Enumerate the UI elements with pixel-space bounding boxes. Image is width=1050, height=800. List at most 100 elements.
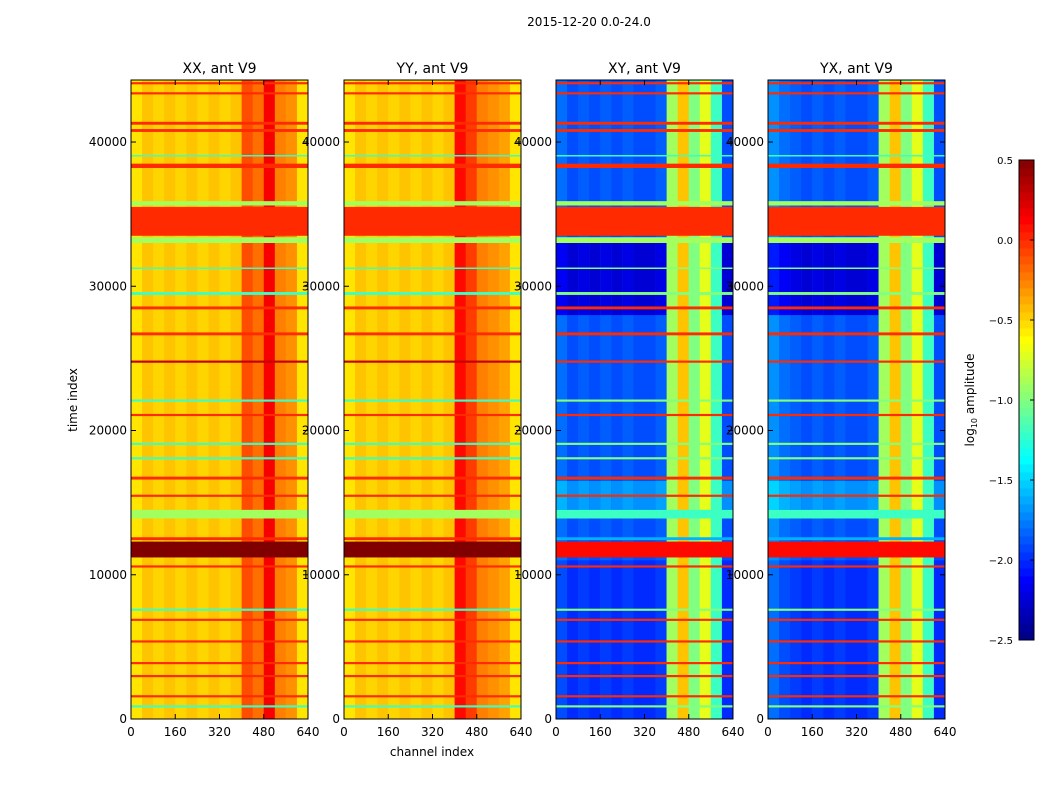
colorbar-tick-label: −1.0: [989, 396, 1013, 407]
y-tick-label: 0: [119, 712, 127, 726]
colorbar-swatch: [1019, 336, 1034, 345]
heatmap-cell: [823, 242, 835, 316]
heatmap-stripe: [556, 705, 733, 708]
heatmap-stripe: [344, 640, 521, 643]
heatmap-stripe: [768, 675, 945, 678]
heatmap-cell: [611, 242, 623, 316]
heatmap-stripe: [556, 206, 733, 236]
heatmap-stripe: [768, 565, 945, 568]
y-tick-label: 0: [756, 712, 764, 726]
x-tick-label: 160: [164, 725, 187, 739]
heatmap-cell: [600, 242, 612, 316]
heatmap-cell: [677, 242, 690, 316]
heatmap-stripe: [768, 267, 945, 270]
heatmap-stripe: [131, 92, 308, 95]
x-tick-label: 0: [127, 725, 135, 739]
y-tick-label: 20000: [89, 424, 127, 438]
heatmap-stripe: [556, 163, 733, 168]
heatmap-cell: [644, 242, 657, 316]
heatmap-cell: [589, 560, 601, 719]
heatmap-stripe: [768, 206, 945, 236]
heatmap-stripe: [768, 292, 945, 295]
heatmap-cell: [556, 242, 568, 316]
heatmap-stripe: [344, 206, 521, 236]
colorbar-swatch: [1019, 560, 1034, 569]
y-tick-label: 0: [332, 712, 340, 726]
colorbar-swatch: [1019, 584, 1034, 593]
heatmap-stripe: [131, 640, 308, 643]
heatmap-stripe: [131, 509, 308, 519]
heatmap-cell: [911, 242, 924, 316]
heatmap-cell: [812, 242, 824, 316]
heatmap-cell: [790, 560, 802, 719]
y-tick-label: 10000: [726, 568, 764, 582]
panel-yy: YY, ant V9 0 160 320 480 640 0 10000 20000 30000 4…: [302, 61, 533, 739]
colorbar-swatch: [1019, 520, 1034, 529]
heatmap-cell: [922, 242, 935, 316]
heatmap-stripe: [556, 675, 733, 678]
heatmap-stripe: [131, 206, 308, 236]
heatmap-cell: [889, 560, 902, 719]
heatmap-stripe: [556, 201, 733, 206]
heatmap-stripe: [131, 705, 308, 708]
x-tick-label: 0: [340, 725, 348, 739]
heatmap-cell: [768, 242, 780, 316]
heatmap-cell: [611, 560, 623, 719]
heatmap-stripe: [131, 442, 308, 445]
colorbar-swatch: [1019, 384, 1034, 393]
panel-title: XY, ant V9: [608, 61, 681, 77]
colorbar-swatch: [1019, 176, 1034, 185]
colorbar-swatch: [1019, 296, 1034, 305]
heatmap-stripe: [131, 675, 308, 678]
heatmap-stripe: [768, 662, 945, 665]
y-axis-label: time index: [66, 368, 80, 432]
heatmap-stripe: [768, 537, 945, 541]
heatmap-cell: [900, 560, 913, 719]
panels: XX, ant V9 0 160 320 480 640 0 10000 20000 30000 4…: [89, 61, 957, 739]
heatmap-cell: [710, 560, 723, 719]
heatmap-stripe: [768, 237, 945, 243]
heatmap-stripe: [768, 201, 945, 206]
heatmap-cell: [845, 560, 857, 719]
heatmap-stripe: [344, 442, 521, 445]
heatmap-cell: [677, 560, 690, 719]
x-tick-label: 480: [889, 725, 912, 739]
colorbar-swatch: [1019, 544, 1034, 553]
colorbar-tick-label: −1.5: [989, 476, 1013, 487]
heatmap-cell: [933, 560, 946, 719]
heatmap-cell: [710, 242, 723, 316]
x-tick-label: 480: [677, 725, 700, 739]
colorbar-swatch: [1019, 576, 1034, 585]
heatmap-stripe: [556, 662, 733, 665]
heatmap-stripe: [131, 155, 308, 157]
colorbar-tick-label: −2.0: [989, 556, 1013, 567]
x-tick-label: 160: [589, 725, 612, 739]
heatmap-stripe: [556, 565, 733, 568]
heatmap-stripe: [768, 442, 945, 445]
heatmap-cell: [834, 560, 846, 719]
heatmap-stripe: [556, 476, 733, 480]
heatmap-stripe: [344, 292, 521, 295]
colorbar-swatch: [1019, 472, 1034, 481]
colorbar-swatch: [1019, 624, 1034, 633]
colorbar-tick-label: −2.5: [989, 636, 1013, 647]
colorbar-swatch: [1019, 632, 1034, 641]
panel-title: YX, ant V9: [819, 61, 893, 77]
heatmap-stripe: [768, 360, 945, 363]
heatmap-cell: [878, 560, 891, 719]
colorbar-swatch: [1019, 328, 1034, 337]
heatmap-stripe: [344, 457, 521, 460]
heatmap-stripe: [344, 705, 521, 708]
y-tick-label: 30000: [726, 279, 764, 293]
heatmap-cell: [900, 242, 913, 316]
heatmap-stripe: [131, 695, 308, 698]
colorbar-swatch: [1019, 184, 1034, 193]
heatmap-cell: [556, 560, 568, 719]
heatmap-stripe: [768, 476, 945, 480]
heatmap-cell: [845, 242, 857, 316]
heatmap-cell: [688, 560, 701, 719]
colorbar-swatch: [1019, 264, 1034, 273]
heatmap-stripe: [344, 129, 521, 132]
heatmap-stripe: [344, 565, 521, 568]
